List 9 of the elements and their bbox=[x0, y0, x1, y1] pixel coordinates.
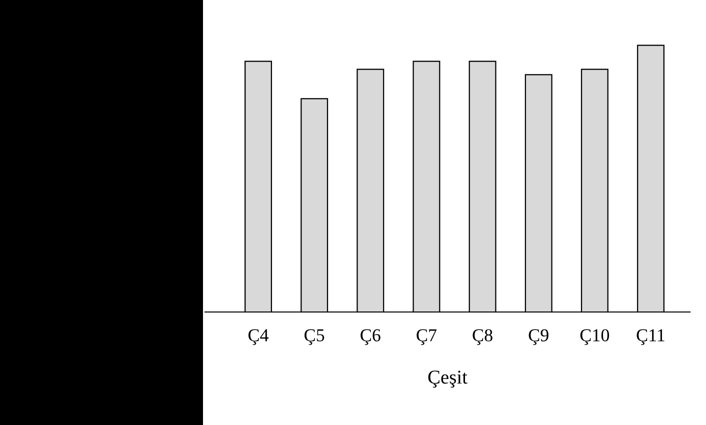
x-tick-label: Ç4 bbox=[248, 329, 269, 346]
x-tick-label: Ç7 bbox=[416, 329, 436, 346]
x-tick-label: Ç8 bbox=[472, 329, 492, 346]
x-tick-label: Ç6 bbox=[360, 329, 380, 346]
x-tick-label: Ç9 bbox=[528, 329, 548, 346]
x-axis-title: Çeşit bbox=[428, 370, 468, 388]
x-tick-label: Ç5 bbox=[304, 329, 324, 346]
x-tick-label: Ç10 bbox=[580, 329, 610, 346]
x-tick-label: Ç11 bbox=[636, 329, 664, 346]
